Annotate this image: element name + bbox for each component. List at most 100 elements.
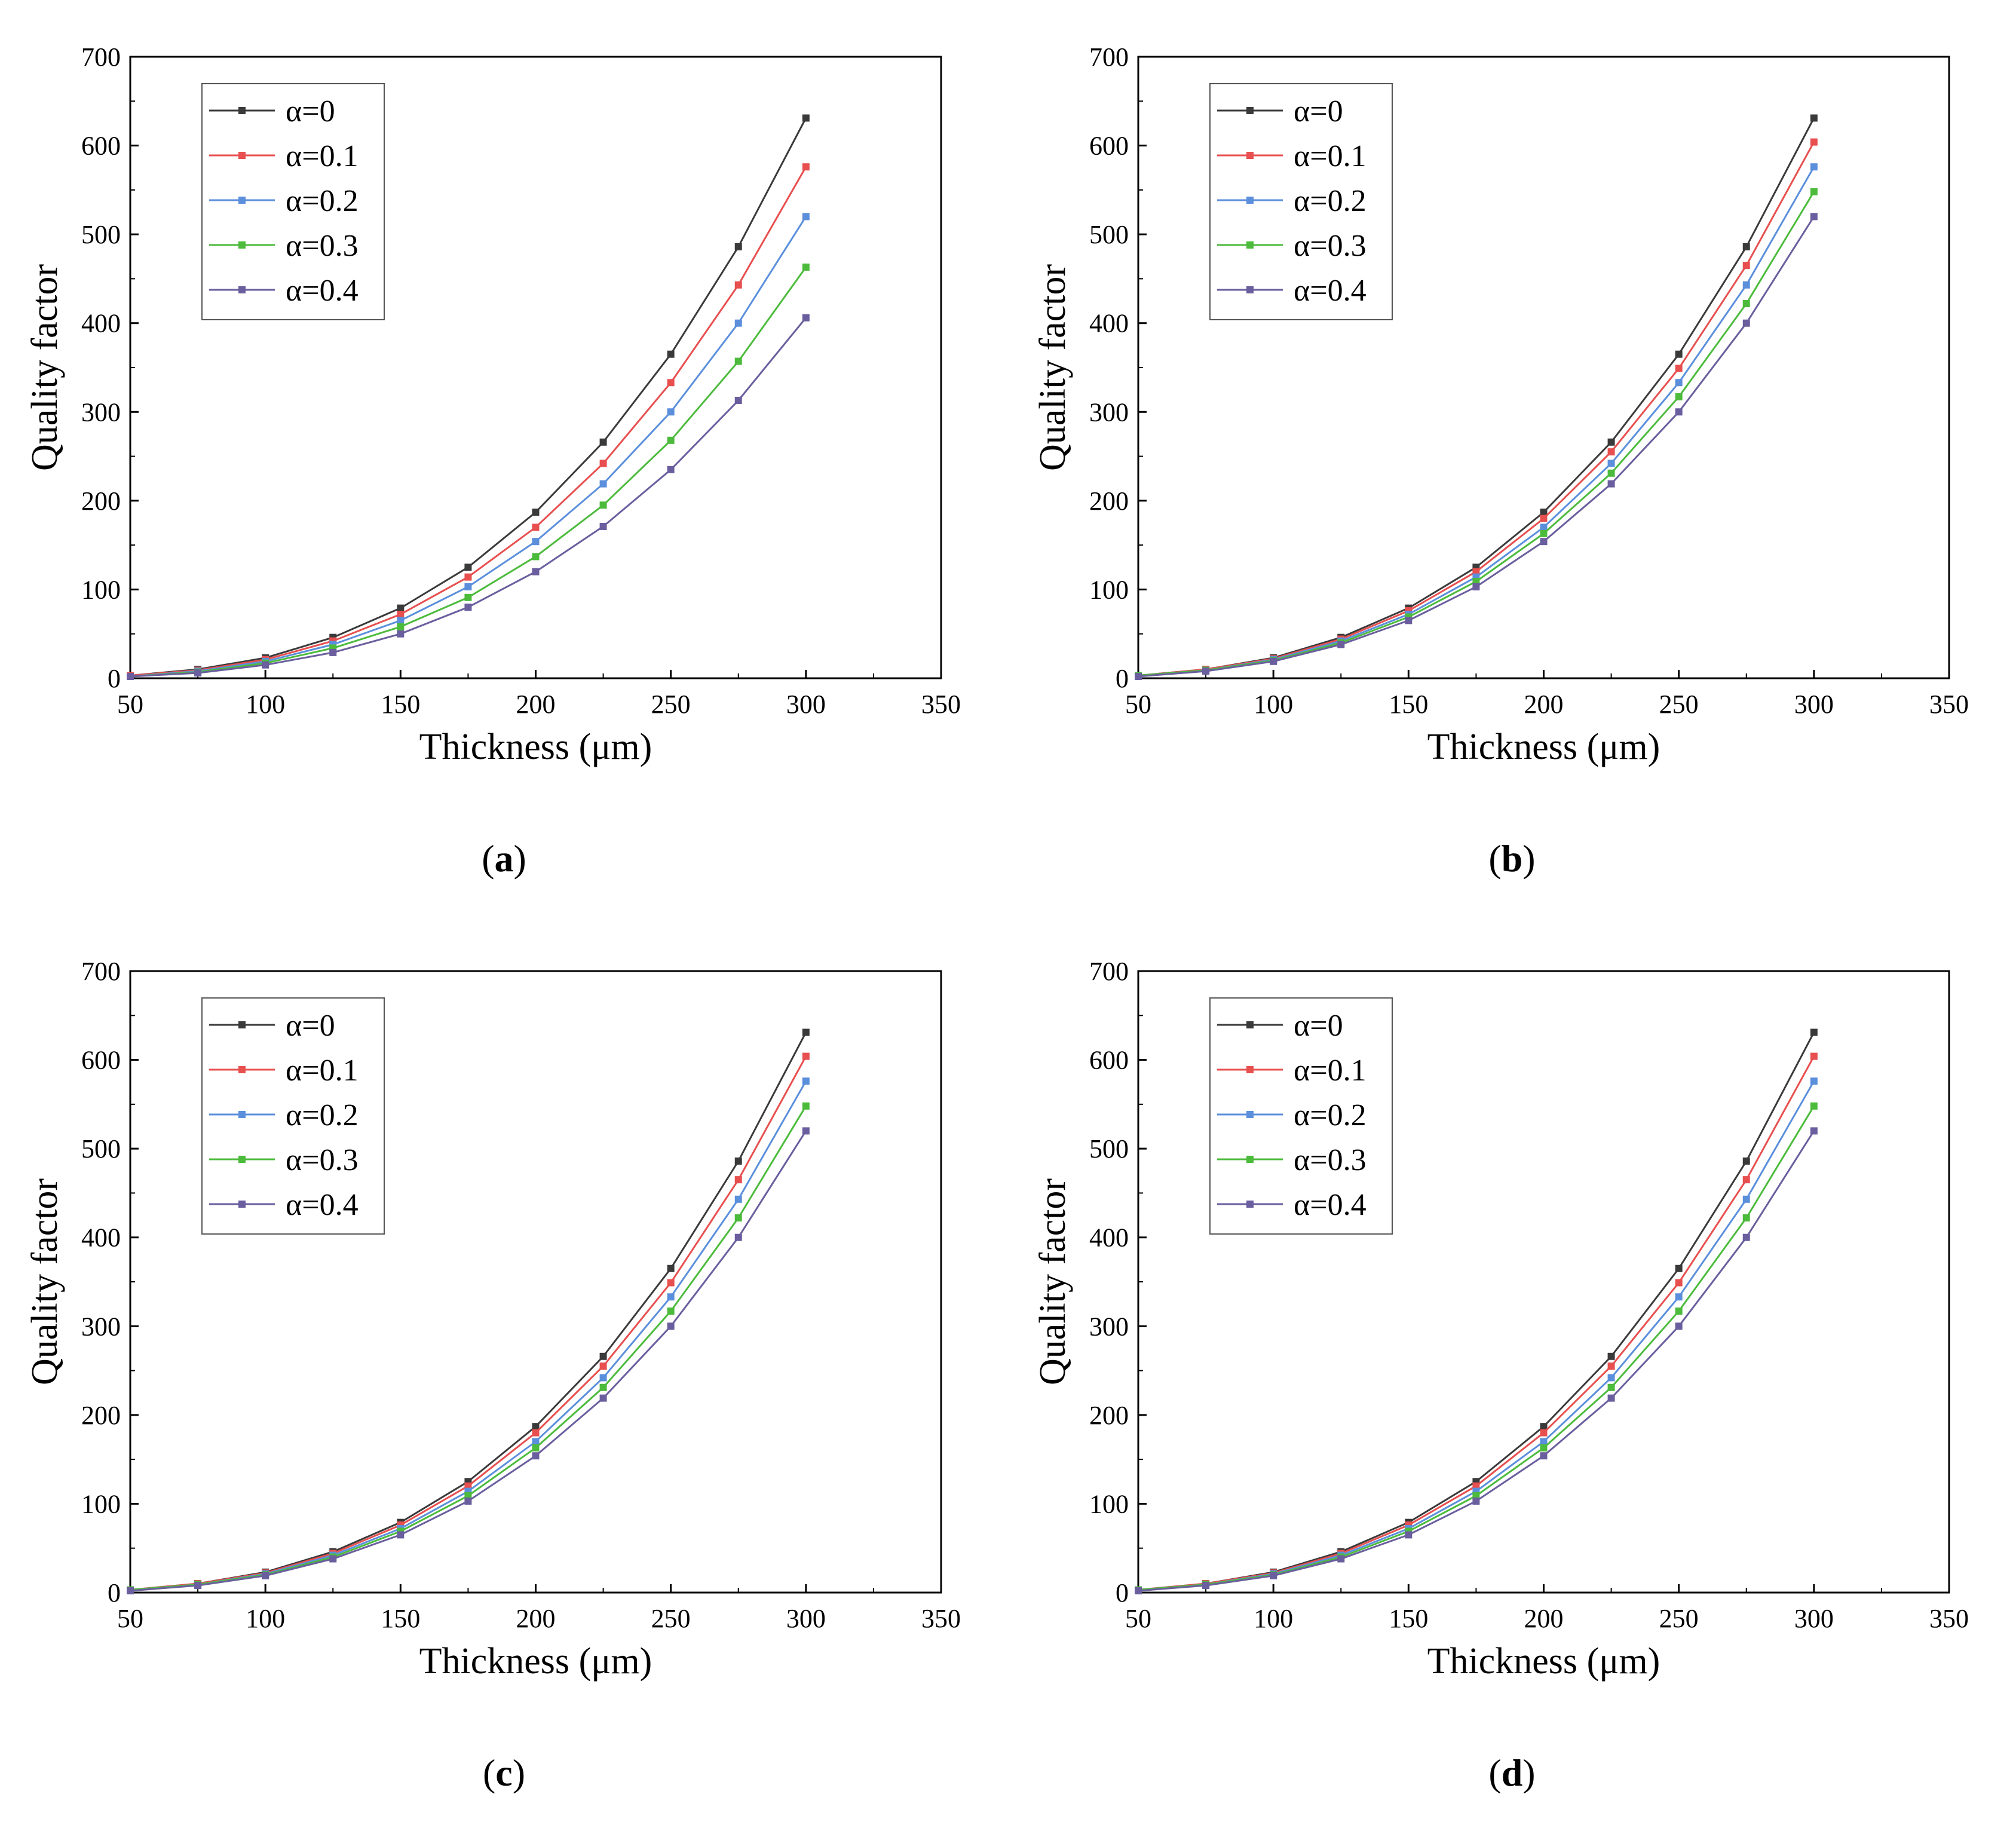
data-point: [1607, 438, 1615, 446]
data-point: [532, 553, 540, 561]
data-point: [1540, 1452, 1548, 1460]
data-point: [1810, 1127, 1818, 1135]
data-point: [262, 1572, 269, 1579]
data-point: [532, 509, 540, 516]
data-point: [397, 1531, 405, 1539]
data-point: [1135, 673, 1142, 681]
data-point: [532, 568, 540, 575]
legend-label: α=0: [286, 94, 335, 128]
x-tick-label: 350: [921, 690, 961, 719]
data-point: [599, 1352, 607, 1360]
data-point: [1675, 1322, 1683, 1330]
data-point: [667, 408, 675, 416]
data-point: [1675, 408, 1683, 416]
data-point: [464, 1497, 472, 1505]
legend-label: α=0.1: [1294, 139, 1367, 173]
data-point: [802, 314, 810, 321]
data-point: [1607, 469, 1615, 477]
data-point: [734, 1233, 742, 1241]
legend-label: α=0.1: [286, 1054, 359, 1088]
data-point: [1202, 1582, 1210, 1590]
y-tick-label: 0: [1116, 664, 1129, 693]
caption-c-label: c: [495, 1752, 513, 1794]
chart-c: 50 100 150 200 250 300 350 0 100 200 300 400 500 600 7…: [24, 957, 961, 1682]
data-point: [1270, 657, 1277, 665]
data-point: [734, 1176, 742, 1184]
legend-label: α=0.2: [286, 1098, 359, 1132]
chart-b: 50 100 150 200 250 300 350 0 100 200 300 400 500 600 7…: [1032, 42, 1969, 767]
y-tick-label: 100: [1089, 575, 1129, 604]
legend-marker: [238, 1066, 246, 1073]
data-point: [1337, 1555, 1345, 1563]
data-point: [734, 243, 742, 250]
data-point: [397, 630, 405, 638]
data-point: [1540, 1423, 1548, 1431]
data-point: [1810, 1102, 1818, 1110]
series-line-3: [130, 267, 807, 678]
data-point: [1405, 617, 1413, 624]
legend-label: α=0: [286, 1009, 335, 1043]
x-axis-label: Thickness (μm): [419, 1641, 652, 1682]
legend-marker: [238, 286, 246, 293]
data-point: [734, 396, 742, 404]
data-point: [1472, 1497, 1480, 1505]
data-point: [734, 319, 742, 327]
legend-label: α=0.1: [1294, 1054, 1367, 1088]
data-point: [1810, 114, 1818, 122]
chart-d: 50 100 150 200 250 300 350 0 100 200 300 400 500 600 7…: [1032, 957, 1969, 1682]
legend-box: [201, 83, 385, 320]
data-point: [1540, 523, 1548, 531]
caption-a: (a): [482, 837, 526, 880]
data-point: [464, 573, 472, 581]
data-point: [667, 379, 675, 387]
x-tick-label: 300: [1794, 1604, 1834, 1633]
chart-panel-c: 50 100 150 200 250 300 350 0 100 200 300 400 500 600 7…: [0, 914, 1008, 1828]
data-point: [1675, 393, 1683, 401]
y-axis-label: Quality factor: [24, 1178, 65, 1385]
y-tick-label: 200: [81, 486, 121, 516]
data-point: [1742, 300, 1750, 308]
y-tick-label: 100: [1089, 1489, 1129, 1518]
y-axis-label: Quality factor: [24, 264, 65, 471]
legend-marker: [238, 1111, 246, 1118]
legend-label: α=0.3: [1294, 1143, 1367, 1177]
data-point: [1810, 1028, 1818, 1036]
legend-marker: [1246, 1111, 1254, 1118]
data-point: [1202, 667, 1210, 675]
data-point: [1472, 583, 1480, 590]
legend-marker: [238, 241, 246, 249]
legend-marker: [238, 107, 246, 114]
x-tick-label: 100: [246, 1604, 285, 1633]
y-tick-label: 700: [1089, 957, 1129, 986]
data-point: [1810, 1052, 1818, 1060]
data-point: [599, 501, 607, 509]
data-point: [1607, 1362, 1615, 1370]
x-tick-label: 350: [1929, 1604, 1969, 1633]
data-point: [599, 460, 607, 467]
data-point: [1540, 509, 1548, 516]
legend-marker: [1246, 107, 1254, 114]
data-point: [667, 1264, 675, 1272]
legend-box: [201, 997, 385, 1235]
data-point: [127, 673, 134, 681]
data-point: [1607, 480, 1615, 488]
y-tick-label: 600: [1089, 1046, 1129, 1075]
data-point: [532, 523, 540, 531]
data-point: [734, 281, 742, 289]
y-tick-label: 0: [108, 1578, 121, 1607]
x-tick-label: 50: [1125, 690, 1151, 719]
data-point: [734, 357, 742, 365]
data-point: [262, 661, 269, 669]
data-point: [1675, 379, 1683, 387]
y-tick-label: 100: [81, 575, 121, 604]
data-point: [802, 1077, 810, 1085]
data-point: [1675, 1279, 1683, 1287]
x-tick-label: 150: [1389, 1604, 1428, 1633]
data-point: [1607, 1394, 1615, 1402]
legend-marker: [1246, 1156, 1254, 1163]
x-axis-label: Thickness (μm): [419, 727, 652, 767]
data-point: [1810, 1077, 1818, 1085]
data-point: [802, 264, 810, 271]
x-tick-label: 150: [1389, 690, 1428, 719]
legend-marker: [238, 1156, 246, 1163]
